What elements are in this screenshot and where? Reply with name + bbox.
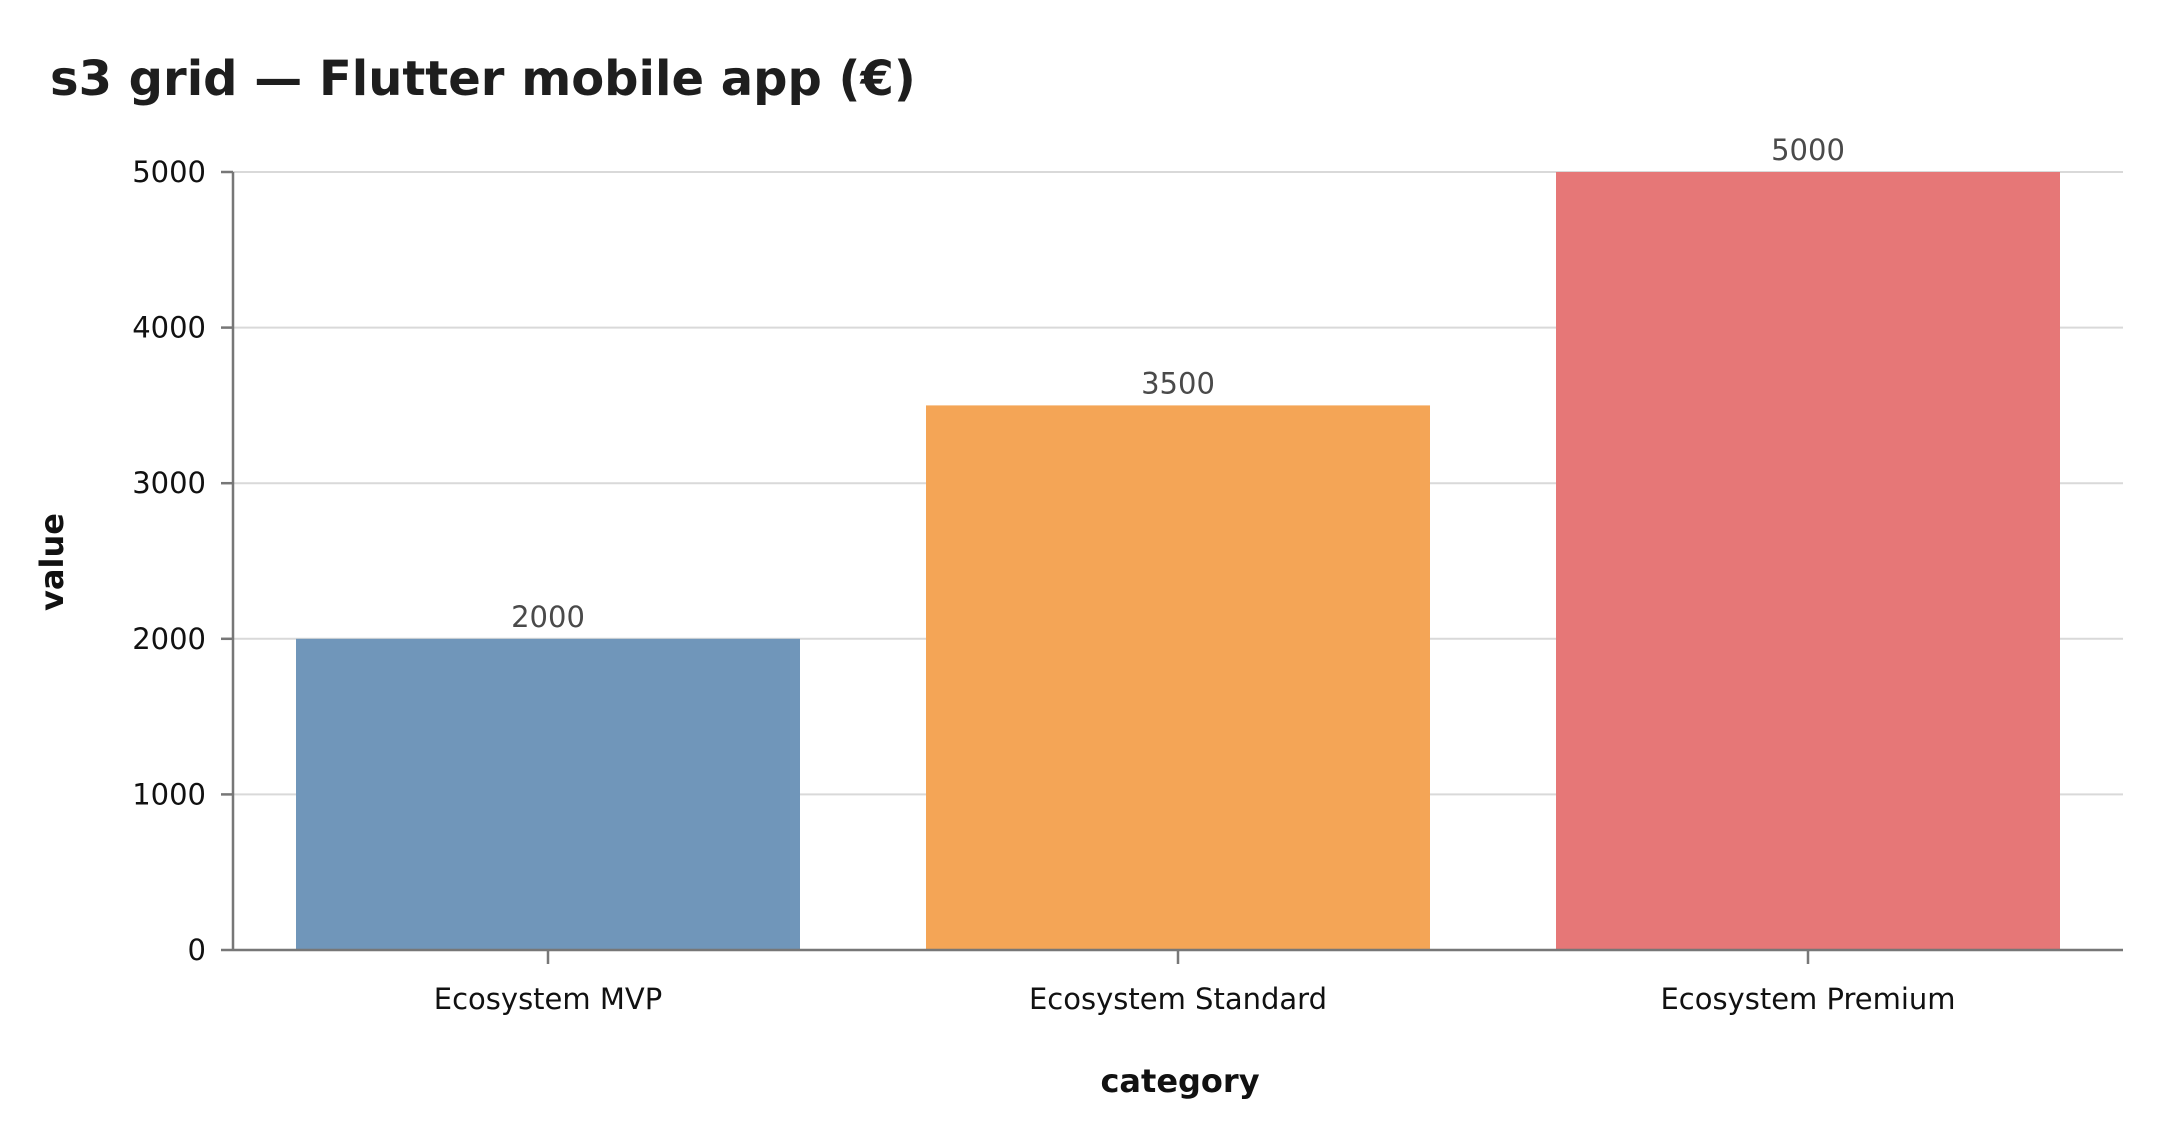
y-tick-label: 2000	[132, 622, 206, 656]
bar	[926, 405, 1430, 950]
chart-title: s3 grid — Flutter mobile app (€)	[50, 51, 916, 107]
x-tick-label: Ecosystem Standard	[1029, 982, 1327, 1016]
x-tick-label: Ecosystem MVP	[434, 982, 662, 1016]
data-label: 5000	[1771, 133, 1845, 167]
axes	[221, 170, 2123, 964]
bar	[1556, 172, 2060, 950]
bar	[296, 638, 800, 950]
y-tick-label: 1000	[132, 777, 206, 811]
y-tick-label: 5000	[132, 155, 206, 189]
data-label: 2000	[511, 600, 585, 634]
labels: 0 1000 2000 3000 4000 5000 2000 Ecosystem MVP 35…	[132, 133, 1955, 1016]
x-axis-label: category	[1100, 1062, 1259, 1100]
y-tick-label: 0	[188, 933, 206, 967]
y-tick-label: 4000	[132, 311, 206, 345]
data-label: 3500	[1141, 366, 1215, 400]
y-axis-label: value	[33, 513, 71, 611]
x-tick-label: Ecosystem Premium	[1660, 982, 1955, 1016]
bars	[296, 172, 2060, 950]
y-tick-label: 3000	[132, 466, 206, 500]
